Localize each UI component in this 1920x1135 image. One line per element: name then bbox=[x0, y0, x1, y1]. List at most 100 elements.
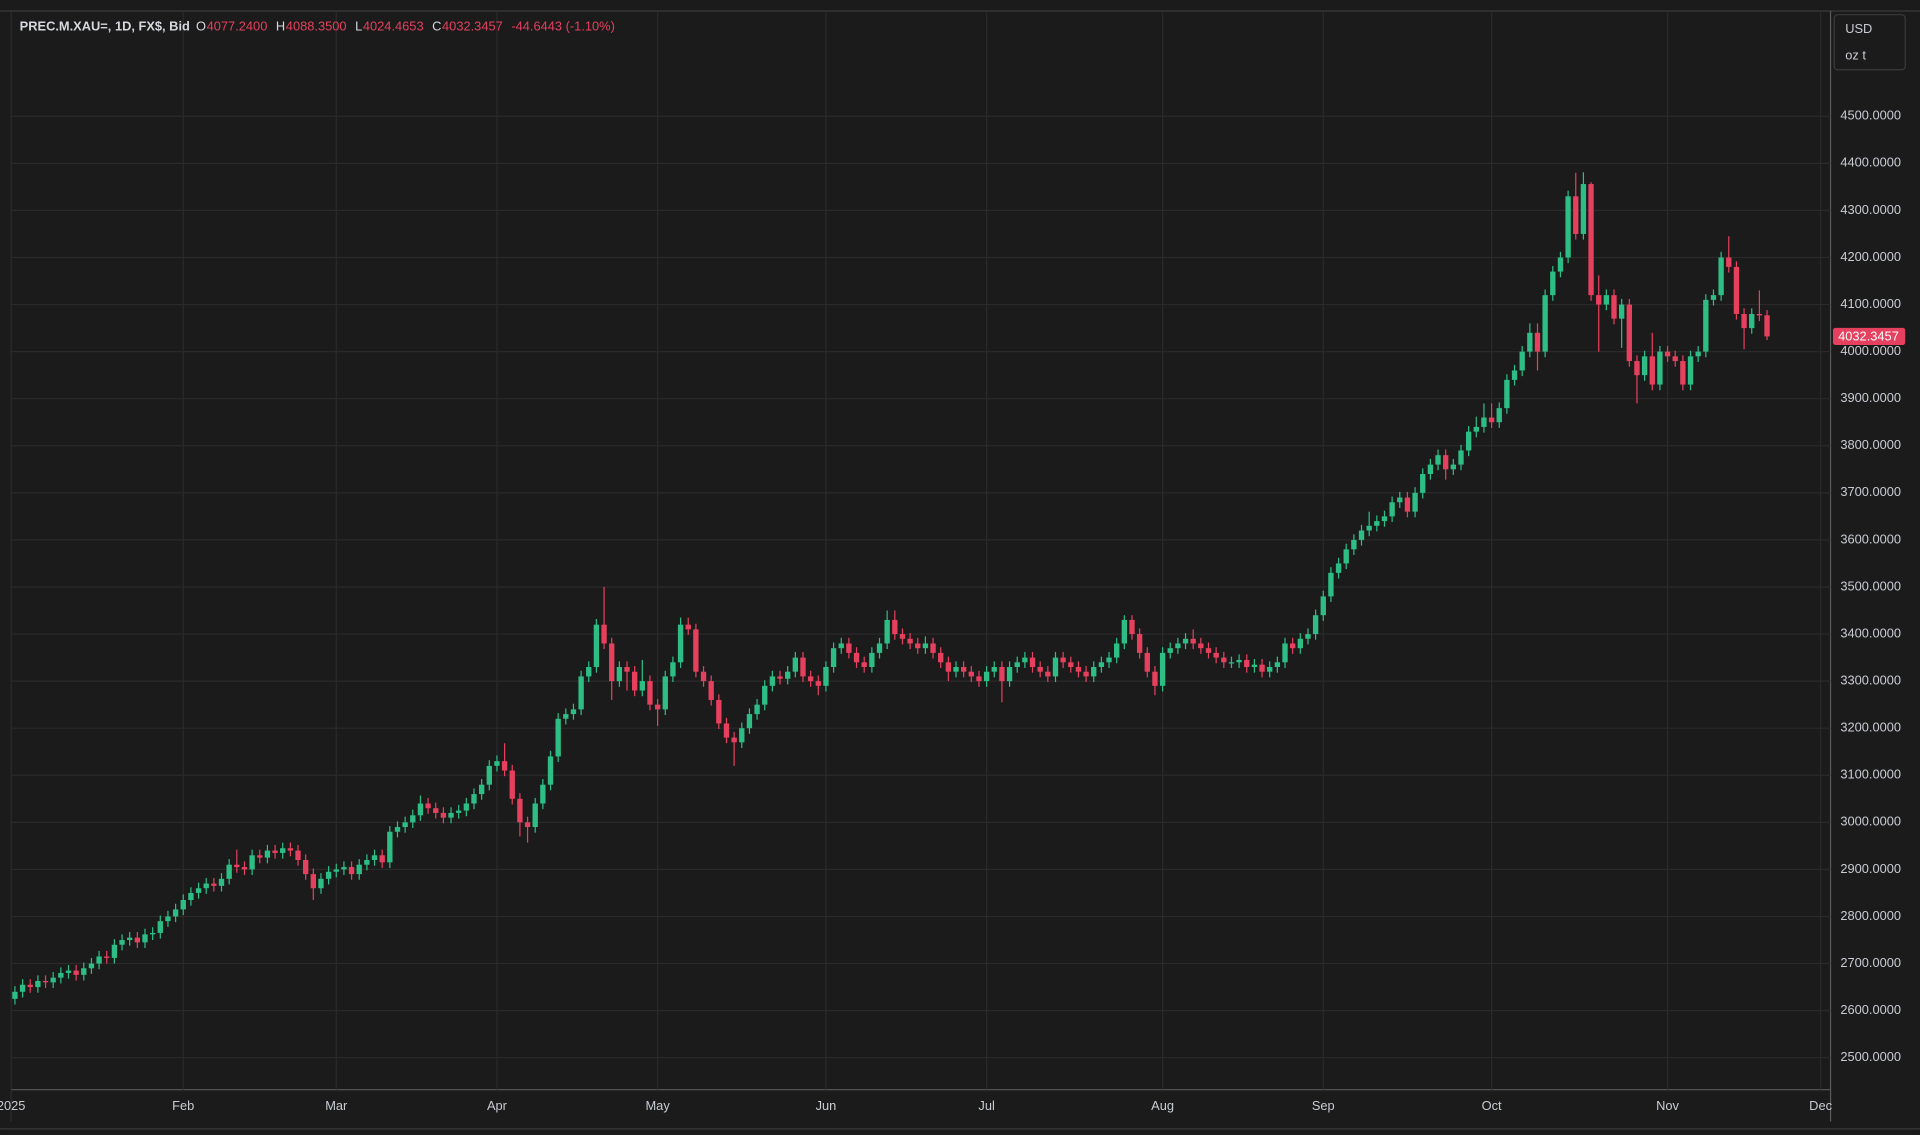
candle-body bbox=[180, 900, 186, 910]
x-tick-label: Feb bbox=[172, 1098, 194, 1113]
candle-body bbox=[440, 812, 447, 818]
candle-body bbox=[769, 676, 776, 686]
candle-body bbox=[50, 977, 56, 983]
candle-body bbox=[425, 803, 431, 809]
candle-body bbox=[157, 921, 163, 933]
y-tick-label: 3400.0000 bbox=[1840, 625, 1901, 640]
candle-body bbox=[1335, 563, 1342, 573]
y-tick-label: 3900.0000 bbox=[1840, 390, 1901, 405]
candle-body bbox=[785, 671, 791, 679]
candle-body bbox=[348, 867, 355, 875]
candle-body bbox=[364, 859, 370, 865]
header: PREC.M.XAU=, 1D, FX$, Bid O 4077.2400 H 4088… bbox=[20, 18, 615, 33]
candle-body bbox=[960, 667, 967, 672]
candle-body bbox=[1695, 351, 1701, 357]
candle-body bbox=[945, 662, 952, 672]
candle-body bbox=[524, 822, 531, 828]
y-tick-label: 3200.0000 bbox=[1840, 720, 1901, 735]
candle-body bbox=[1190, 638, 1196, 644]
candle-body bbox=[762, 685, 768, 705]
candle-body bbox=[601, 624, 607, 644]
candle-body bbox=[1412, 492, 1418, 512]
candle-body bbox=[1259, 664, 1265, 672]
candle-body bbox=[1496, 408, 1502, 423]
candle-body bbox=[1136, 634, 1143, 653]
candle-body bbox=[1175, 643, 1181, 649]
x-tick-label: Aug bbox=[1151, 1098, 1174, 1113]
candle-body bbox=[1083, 671, 1089, 677]
candle-body bbox=[1557, 257, 1564, 272]
candle-body bbox=[953, 667, 959, 672]
candle-body bbox=[1159, 652, 1166, 686]
candle-body bbox=[1167, 648, 1173, 653]
candle-body bbox=[1267, 667, 1273, 672]
candle-body bbox=[1718, 257, 1724, 296]
candle-body bbox=[1312, 615, 1319, 635]
candle-body bbox=[609, 643, 615, 682]
candle-body bbox=[807, 676, 814, 682]
candle-body bbox=[677, 624, 684, 663]
candle-body bbox=[846, 643, 852, 653]
candle-body bbox=[1328, 572, 1334, 597]
y-tick-label: 2900.0000 bbox=[1840, 861, 1901, 876]
candle-body bbox=[1634, 361, 1640, 376]
candle-body bbox=[1068, 662, 1074, 668]
candle-body bbox=[149, 932, 156, 935]
weight-unit: oz t bbox=[1845, 48, 1866, 63]
candle-body bbox=[1756, 313, 1763, 316]
candle-body bbox=[287, 848, 294, 851]
candle-body bbox=[685, 624, 691, 630]
candle-body bbox=[670, 662, 676, 677]
x-tick-label: Mar bbox=[325, 1098, 348, 1113]
candle-body bbox=[563, 714, 569, 719]
y-tick-label: 3500.0000 bbox=[1840, 578, 1901, 593]
candle-body bbox=[1626, 304, 1632, 362]
candle-body bbox=[417, 803, 424, 816]
candle-body bbox=[1749, 313, 1755, 329]
candle-body bbox=[1703, 299, 1709, 352]
candle-body bbox=[593, 624, 600, 668]
candle-body bbox=[1045, 671, 1051, 677]
y-tick-label: 3100.0000 bbox=[1840, 767, 1901, 782]
candle-body bbox=[1664, 351, 1671, 357]
x-tick-label: Oct bbox=[1482, 1098, 1502, 1113]
candle-body bbox=[234, 864, 240, 868]
candle-body bbox=[823, 667, 829, 686]
candle-body bbox=[1420, 474, 1426, 493]
candle-body bbox=[1672, 356, 1678, 362]
candle-body bbox=[754, 704, 760, 715]
x-tick-label: May bbox=[645, 1098, 670, 1113]
candle-body bbox=[1374, 521, 1380, 526]
candle-body bbox=[394, 827, 401, 832]
candle-body bbox=[1611, 295, 1617, 319]
candle-body bbox=[203, 883, 209, 889]
price-change: -44.6443 (-1.10%) bbox=[511, 18, 615, 33]
candle-body bbox=[257, 855, 263, 858]
candle-body bbox=[73, 970, 79, 975]
candle-body bbox=[1297, 638, 1303, 649]
candle-body bbox=[1114, 643, 1120, 658]
candle-body bbox=[586, 667, 592, 677]
y-tick-label: 3000.0000 bbox=[1840, 814, 1901, 829]
candle-body bbox=[938, 652, 944, 663]
candle-body bbox=[1075, 667, 1082, 672]
candle-body bbox=[165, 916, 171, 922]
candle-body bbox=[1687, 356, 1694, 385]
candle-body bbox=[478, 784, 485, 795]
candle-body bbox=[1006, 667, 1013, 682]
y-tick-label: 3700.0000 bbox=[1840, 484, 1901, 499]
x-tick-label: Nov bbox=[1656, 1098, 1679, 1113]
candle-body bbox=[1198, 643, 1204, 649]
candle-body bbox=[88, 963, 95, 969]
candle-body bbox=[1351, 539, 1357, 550]
candle-body bbox=[371, 855, 378, 860]
candle-body bbox=[1473, 426, 1479, 432]
candle-body bbox=[1542, 295, 1548, 352]
ohlc-value: 4077.2400 bbox=[207, 18, 268, 33]
candle-body bbox=[540, 784, 546, 804]
candle-body bbox=[1519, 351, 1525, 371]
last-price-tag bbox=[1832, 327, 1906, 345]
candle-body bbox=[1458, 450, 1464, 465]
